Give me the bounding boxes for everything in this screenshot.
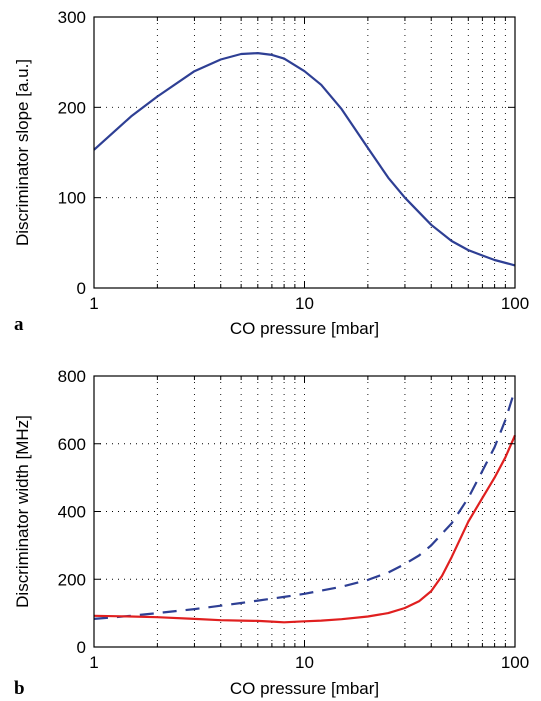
y-tick-label: 400 bbox=[58, 503, 86, 522]
y-tick-label: 200 bbox=[58, 570, 86, 589]
panel-a: 1 10 100 0 100 200 300 CO pressure [mbar] Discri… bbox=[13, 8, 529, 338]
panel-b: 1 10 100 0 200 400 600 800 CO pressure [mbar] Dis… bbox=[13, 367, 529, 699]
x-tick-label: 100 bbox=[501, 653, 529, 672]
x-axis-label: CO pressure [mbar] bbox=[230, 679, 379, 698]
x-tick-label: 10 bbox=[295, 653, 314, 672]
y-axis-label: Discriminator width [MHz] bbox=[13, 415, 32, 608]
x-tick-label: 100 bbox=[501, 294, 529, 313]
x-axis-label: CO pressure [mbar] bbox=[230, 319, 379, 338]
series-line-2 bbox=[93, 434, 517, 624]
series-line-1 bbox=[93, 51, 516, 267]
y-tick-label: 800 bbox=[58, 367, 86, 386]
x-tick-label: 10 bbox=[295, 294, 314, 313]
y-axis-label: Discriminator slope [a.u.] bbox=[13, 59, 32, 246]
series-line-1 bbox=[93, 389, 517, 620]
y-tick-label: 300 bbox=[58, 8, 86, 27]
x-tick-label: 1 bbox=[89, 294, 98, 313]
panel-label: a bbox=[14, 314, 24, 335]
y-tick-label: 100 bbox=[58, 189, 86, 208]
y-tick-label: 600 bbox=[58, 435, 86, 454]
y-tick-label: 0 bbox=[77, 638, 86, 657]
x-tick-label: 1 bbox=[89, 653, 98, 672]
panel-label: b bbox=[14, 678, 25, 699]
plot-frame bbox=[93, 16, 516, 289]
y-tick-label: 200 bbox=[58, 98, 86, 117]
y-tick-label: 0 bbox=[77, 279, 86, 298]
